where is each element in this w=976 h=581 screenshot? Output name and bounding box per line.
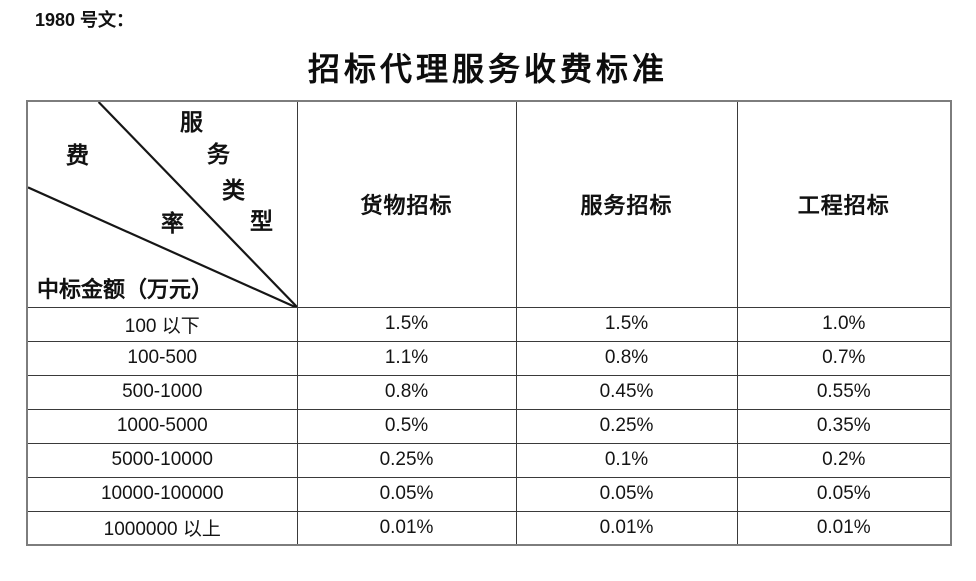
table-cell: 1.0%	[736, 306, 952, 342]
table-cell: 1.1%	[296, 340, 517, 376]
table-header-row: 服 务 类 型 费 率 中标金额（万元） 货物招标 服务招标 工程招标	[26, 100, 952, 308]
table-cell: 1.5%	[296, 306, 517, 342]
row-label: 1000000 以上	[26, 510, 298, 546]
corner-type-char-3: 类	[222, 178, 245, 203]
row-label: 1000-5000	[26, 408, 298, 444]
column-header-engineering: 工程招标	[736, 100, 952, 308]
table-cell: 0.8%	[296, 374, 517, 410]
table-cell: 0.01%	[736, 510, 952, 546]
row-label: 100-500	[26, 340, 298, 376]
table-row: 5000-10000 0.25% 0.1% 0.2%	[26, 442, 952, 478]
table-cell: 1.5%	[515, 306, 738, 342]
table-cell: 0.01%	[515, 510, 738, 546]
table-cell: 0.2%	[736, 442, 952, 478]
table-cell: 0.05%	[736, 476, 952, 512]
page-title: 招标代理服务收费标准	[307, 51, 668, 87]
corner-type-char-2: 务	[207, 142, 230, 167]
table-cell: 0.5%	[296, 408, 517, 444]
corner-rate-char-1: 费	[66, 143, 89, 168]
table-cell: 0.05%	[296, 476, 517, 512]
table-row: 100 以下 1.5% 1.5% 1.0%	[26, 306, 952, 342]
table-row: 10000-100000 0.05% 0.05% 0.05%	[26, 476, 952, 512]
table-row: 100-500 1.1% 0.8% 0.7%	[26, 340, 952, 376]
table-cell: 0.25%	[296, 442, 517, 478]
column-header-goods: 货物招标	[296, 100, 517, 308]
table-cell: 0.05%	[515, 476, 738, 512]
table-cell: 0.01%	[296, 510, 517, 546]
diagonal-divider-lines	[28, 102, 297, 307]
table-cell: 0.45%	[515, 374, 738, 410]
table-cell: 0.25%	[515, 408, 738, 444]
row-label: 5000-10000	[26, 442, 298, 478]
row-label: 500-1000	[26, 374, 298, 410]
corner-amount-label: 中标金额（万元）	[37, 277, 214, 302]
table-cell: 0.55%	[736, 374, 952, 410]
table-cell: 0.1%	[515, 442, 738, 478]
column-header-services: 服务招标	[515, 100, 738, 308]
corner-type-char-4: 型	[250, 209, 273, 234]
diagonal-corner-cell: 服 务 类 型 费 率 中标金额（万元）	[26, 100, 298, 308]
table-cell: 0.8%	[515, 340, 738, 376]
table-row: 1000000 以上 0.01% 0.01% 0.01%	[26, 510, 952, 546]
corner-type-char-1: 服	[180, 110, 203, 135]
table-cell: 0.7%	[736, 340, 952, 376]
table-row: 1000-5000 0.5% 0.25% 0.35%	[26, 408, 952, 444]
row-label: 100 以下	[26, 306, 298, 342]
table-row: 500-1000 0.8% 0.45% 0.55%	[26, 374, 952, 410]
row-label: 10000-100000	[26, 476, 298, 512]
doc-number-label: 1980 号文：	[35, 10, 135, 30]
table-cell: 0.35%	[736, 408, 952, 444]
corner-rate-char-2: 率	[161, 211, 184, 236]
fee-schedule-table: 服 务 类 型 费 率 中标金额（万元） 货物招标 服务招标 工程招标 100 …	[26, 100, 952, 546]
